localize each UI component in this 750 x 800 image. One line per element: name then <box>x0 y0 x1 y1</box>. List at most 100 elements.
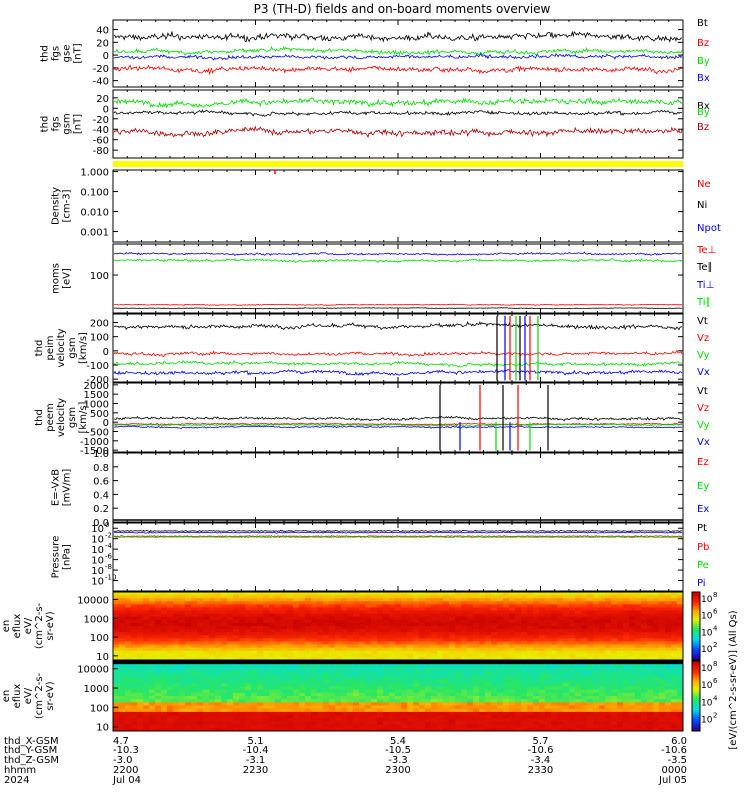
heatmap-cell <box>611 676 618 681</box>
heatmap-cell <box>125 673 132 678</box>
heatmap-cell <box>605 673 612 678</box>
heatmap-cell <box>461 708 468 713</box>
heatmap-cell <box>425 632 432 636</box>
heatmap-cell <box>419 724 426 729</box>
heatmap-cell <box>413 718 420 722</box>
heatmap-cell <box>215 647 222 652</box>
heatmap-cell <box>485 676 492 681</box>
heatmap-cell <box>377 647 384 652</box>
heatmap-cell <box>641 635 648 639</box>
heatmap-cell <box>293 635 300 639</box>
heatmap-cell <box>185 692 192 697</box>
heatmap-cell <box>221 604 228 608</box>
heatmap-cell <box>401 622 408 627</box>
heatmap-cell <box>185 610 192 615</box>
heatmap-cell <box>587 647 594 652</box>
heatmap-cell <box>365 638 372 642</box>
heatmap-cell <box>557 650 564 655</box>
heatmap-cell <box>113 683 120 687</box>
heatmap-cell <box>365 650 372 655</box>
heatmap-cell <box>443 653 450 658</box>
heatmap-cell <box>671 607 678 612</box>
legend-entry: Ez <box>697 457 709 468</box>
heatmap-cell <box>527 718 534 722</box>
heatmap-cell <box>383 653 390 658</box>
heatmap-cell <box>155 622 162 627</box>
heatmap-cell <box>377 641 384 646</box>
heatmap-cell <box>365 653 372 658</box>
heatmap-cell <box>245 610 252 615</box>
heatmap-cell <box>299 680 306 684</box>
heatmap-cell <box>149 644 156 649</box>
heatmap-cell <box>491 622 498 627</box>
heatmap-cell <box>575 721 582 726</box>
heatmap-cell <box>167 650 174 655</box>
heatmap-cell <box>599 708 606 713</box>
heatmap-cell <box>437 653 444 658</box>
heatmap-cell <box>401 641 408 646</box>
heatmap-cell <box>587 641 594 646</box>
heatmap-cell <box>383 607 390 612</box>
heatmap-cell <box>353 661 360 665</box>
heatmap-cell <box>677 711 684 716</box>
heatmap-cell <box>539 670 546 675</box>
heatmap-cell <box>233 653 240 658</box>
heatmap-cell <box>545 598 552 602</box>
heatmap-cell <box>221 683 228 687</box>
heatmap-cell <box>257 670 264 675</box>
heatmap-cell <box>425 604 432 608</box>
heatmap-cell <box>143 699 150 703</box>
heatmap-cell <box>635 680 642 684</box>
heatmap-cell <box>179 635 186 639</box>
heatmap-cell <box>185 607 192 612</box>
heatmap-cell <box>275 607 282 612</box>
heatmap-cell <box>383 595 390 599</box>
heatmap-cell <box>641 711 648 716</box>
heatmap-cell <box>443 656 450 661</box>
heatmap-cell <box>539 641 546 646</box>
heatmap-cell <box>167 647 174 652</box>
heatmap-cell <box>617 702 624 707</box>
heatmap-cell <box>647 616 654 621</box>
heatmap-cell <box>467 607 474 612</box>
heatmap-cell <box>665 673 672 678</box>
heatmap-cell <box>239 683 246 687</box>
heatmap-cell <box>257 616 264 621</box>
heatmap-cell <box>131 595 138 599</box>
heatmap-cell <box>647 635 654 639</box>
heatmap-cell <box>131 607 138 612</box>
heatmap-cell <box>317 696 324 700</box>
heatmap-cell <box>281 715 288 719</box>
heatmap-cell <box>347 616 354 621</box>
heatmap-cell <box>179 607 186 612</box>
heatmap-cell <box>629 644 636 649</box>
heatmap-cell <box>137 673 144 678</box>
heatmap-cell <box>449 667 456 672</box>
heatmap-cell <box>161 680 168 684</box>
heatmap-cell <box>425 619 432 624</box>
colorbar-cell <box>692 615 700 618</box>
heatmap-cell <box>551 696 558 700</box>
heatmap-cell <box>551 613 558 618</box>
heatmap-cell <box>509 650 516 655</box>
heatmap-cell <box>497 607 504 612</box>
heatmap-cell <box>593 613 600 618</box>
heatmap-cell <box>149 638 156 642</box>
heatmap-cell <box>143 592 150 596</box>
heatmap-cell <box>461 595 468 599</box>
heatmap-cell <box>611 601 618 605</box>
heatmap-cell <box>491 715 498 719</box>
heatmap-cell <box>491 592 498 596</box>
y-axis-label-line: fgs <box>51 116 62 131</box>
heatmap-cell <box>641 647 648 652</box>
colorbar-cell <box>692 629 700 632</box>
heatmap-cell <box>593 641 600 646</box>
heatmap-cell <box>119 686 126 691</box>
y-tick-exponent: -2 <box>105 532 112 540</box>
heatmap-cell <box>143 626 150 630</box>
heatmap-cell <box>491 613 498 618</box>
heatmap-cell <box>179 661 186 665</box>
heatmap-cell <box>467 680 474 684</box>
heatmap-cell <box>587 670 594 675</box>
heatmap-cell <box>185 696 192 700</box>
